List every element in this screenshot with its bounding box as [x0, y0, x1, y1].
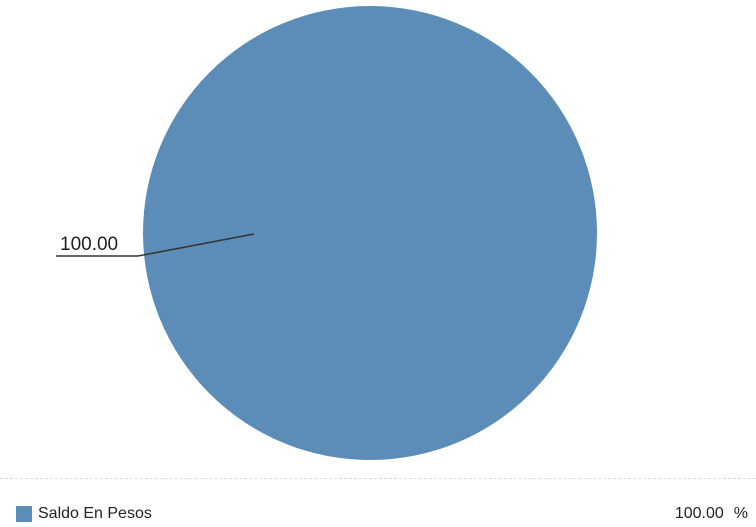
- legend-percent-unit: %: [733, 505, 748, 522]
- legend-percent-value: 100.00: [674, 505, 724, 522]
- pie-slice-saldo-en-pesos: [143, 6, 597, 460]
- legend-separator: [0, 478, 756, 479]
- legend-label: Saldo En Pesos: [38, 505, 152, 522]
- legend: Saldo En Pesos: [16, 505, 152, 523]
- slice-value-label: 100.00: [60, 234, 118, 255]
- legend-percentage: 100.00 %: [675, 505, 748, 523]
- slice-leader-line: [137, 233, 255, 257]
- legend-swatch: [16, 506, 32, 522]
- pie-slices: [143, 6, 597, 460]
